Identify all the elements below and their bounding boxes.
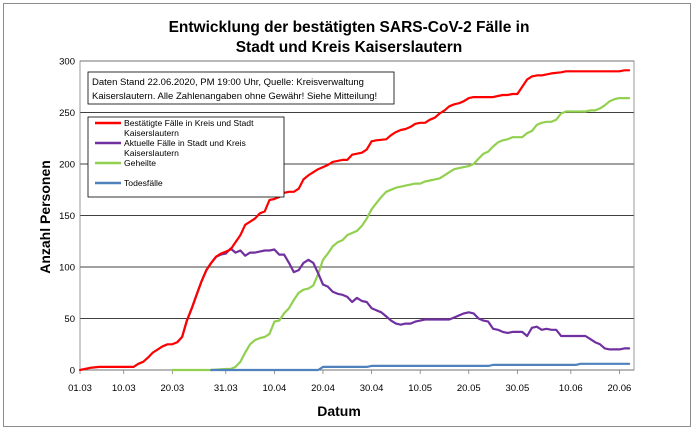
note-line-2: Kaiserslautern. Alle Zahlenangaben ohne … — [92, 91, 377, 102]
chart-title-line-2: Stadt und Kreis Kaiserslautern — [236, 39, 463, 56]
legend-label-1-1: Kaiserslautern — [124, 148, 179, 158]
y-tick-label-0: 0 — [70, 366, 75, 377]
x-tick-label-1: 10.03 — [112, 383, 136, 394]
series-lines — [78, 69, 631, 372]
x-tick-label-8: 20.05 — [457, 383, 481, 394]
x-tick-label-9: 30.05 — [505, 383, 529, 394]
chart-frame: Entwicklung der bestätigten SARS-CoV-2 F… — [3, 3, 691, 427]
legend-label-3-0: Todesfälle — [124, 178, 163, 188]
note-line-1: Daten Stand 22.06.2020, PM 19:00 Uhr, Qu… — [92, 77, 364, 88]
series-line-1 — [176, 247, 631, 351]
y-tick-labels: 0 50 100 150 200 250 300 — [59, 57, 75, 377]
gridlines — [79, 60, 634, 374]
x-axis-title: Datum — [317, 403, 361, 419]
x-tick-label-2: 20.03 — [160, 383, 184, 394]
series-line-2 — [171, 96, 631, 372]
legend-label-0-1: Kaiserslautern — [124, 128, 179, 138]
x-tick-label-11: 20.06 — [608, 383, 632, 394]
chart-title-line-1: Entwicklung der bestätigten SARS-CoV-2 F… — [169, 19, 530, 36]
y-tick-label-300: 300 — [59, 57, 75, 68]
y-tick-label-150: 150 — [59, 211, 75, 222]
legend-label-1-0: Aktuelle Fälle in Stadt und Kreis — [124, 138, 246, 148]
x-tick-label-5: 20.04 — [311, 383, 335, 394]
legend-label-0-0: Bestätigte Fälle in Kreis und Stadt — [124, 118, 254, 128]
note-box — [87, 71, 395, 105]
y-tick-label-100: 100 — [59, 263, 75, 274]
plot-area — [79, 60, 635, 371]
y-tick-label-50: 50 — [64, 314, 75, 325]
x-tick-label-0: 01.03 — [68, 383, 92, 394]
chart-canvas: Entwicklung der bestätigten SARS-CoV-2 F… — [37, 19, 635, 419]
x-tick-label-7: 10.05 — [408, 383, 432, 394]
legend-box — [87, 116, 285, 198]
x-tick-label-10: 10.06 — [559, 383, 583, 394]
legend: Bestätigte Fälle in Kreis und StadtKaise… — [95, 118, 254, 188]
x-tick-label-6: 30.04 — [360, 383, 384, 394]
y-tick-label-200: 200 — [59, 160, 75, 171]
series-line-0 — [78, 69, 631, 372]
x-tick-label-3: 31.03 — [214, 383, 238, 394]
series-line-3 — [210, 362, 631, 372]
y-axis-title: Anzahl Personen — [37, 160, 53, 274]
x-tick-label-4: 10.04 — [262, 383, 286, 394]
y-tick-label-250: 250 — [59, 108, 75, 119]
x-tick-labels: 01.03 10.03 20.03 31.03 10.04 20.04 30.04 10.05… — [68, 383, 631, 394]
legend-label-2-0: Geheilte — [124, 158, 156, 168]
